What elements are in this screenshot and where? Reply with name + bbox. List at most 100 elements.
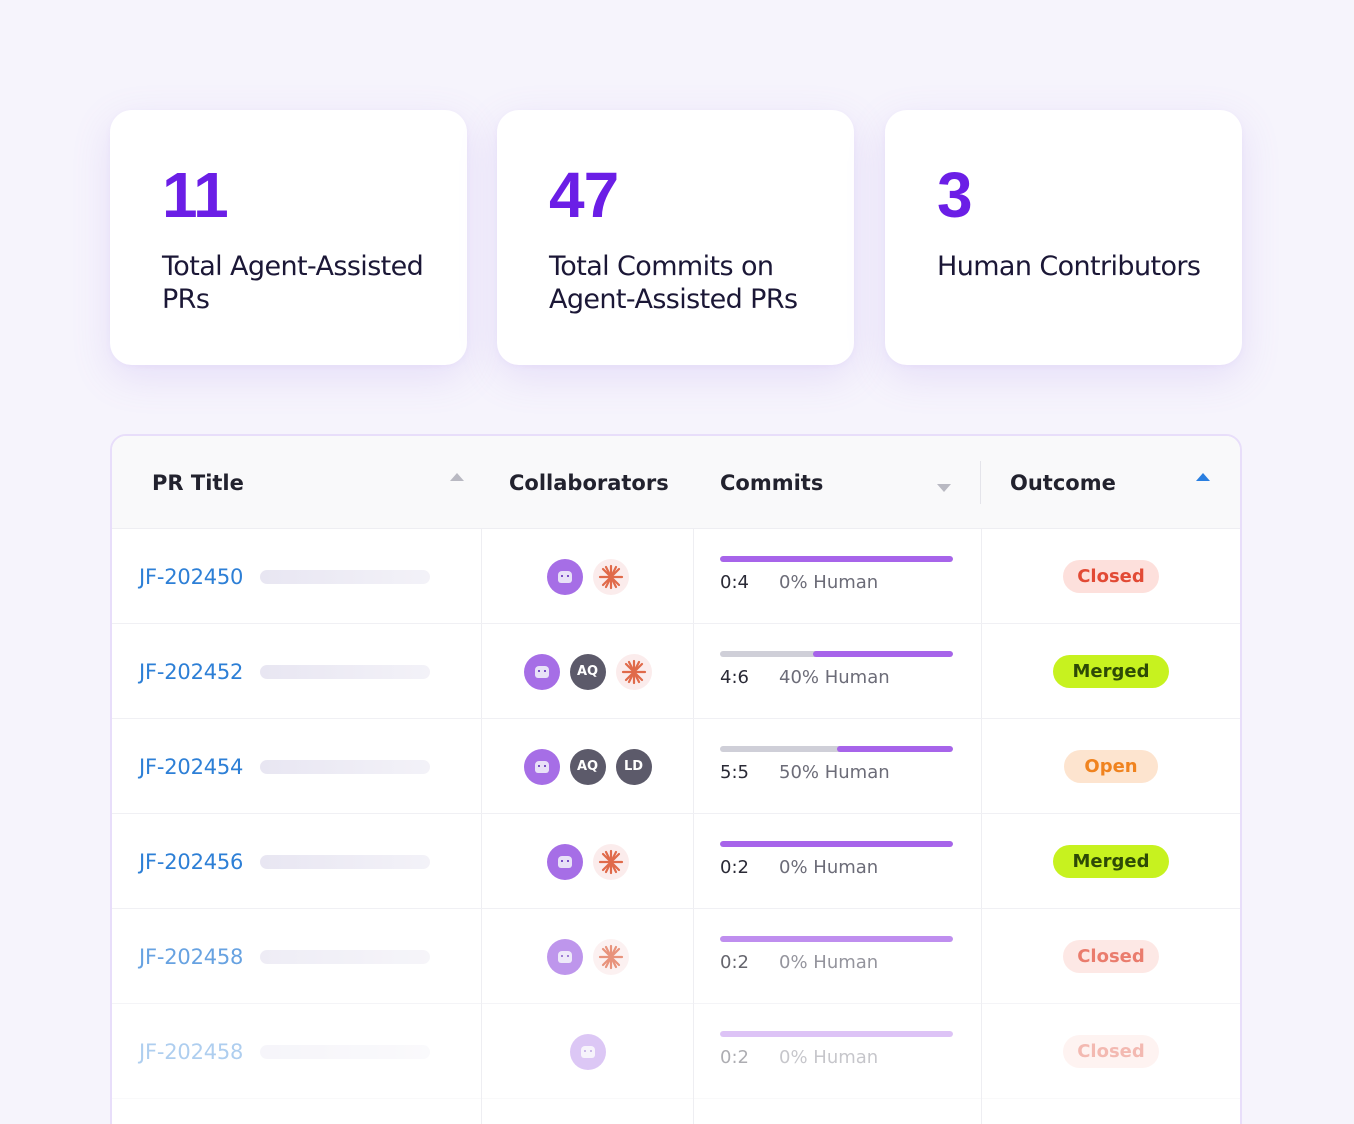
table-row[interactable]: JF-202450 0:4 0% Human Closed: [112, 529, 1240, 624]
commit-ratio-bar: [720, 1031, 953, 1037]
robot-icon: [557, 950, 572, 963]
stat-card-commits: 47 Total Commits on Agent-Assisted PRs: [497, 110, 854, 365]
human-percentage: 0% Human: [779, 572, 879, 593]
stat-value: 47: [549, 159, 619, 231]
column-header-commits[interactable]: Commits: [720, 470, 824, 495]
sparkle-icon[interactable]: [615, 653, 652, 690]
pr-link[interactable]: JF-202458: [139, 1039, 244, 1064]
sort-descending-icon[interactable]: [937, 484, 951, 492]
column-header-outcome[interactable]: Outcome: [1010, 470, 1116, 495]
user-avatar[interactable]: AQ: [569, 748, 606, 785]
commit-ratio-bar: [720, 841, 953, 847]
sort-ascending-active-icon[interactable]: [1196, 473, 1210, 481]
outcome-cell: Closed: [982, 909, 1240, 1004]
human-percentage: 50% Human: [779, 762, 890, 783]
agent-icon[interactable]: [569, 1033, 606, 1070]
commit-ratio: 0:2: [720, 857, 749, 878]
status-badge: Merged: [1052, 655, 1170, 688]
robot-icon: [534, 760, 549, 773]
outcome-cell: Closed: [982, 1004, 1240, 1099]
stat-label: Total Commits on Agent-Assisted PRs: [549, 251, 798, 315]
sparkle-icon[interactable]: [592, 938, 629, 975]
status-badge: Open: [1064, 750, 1158, 783]
robot-icon: [557, 570, 572, 583]
commit-ratio: 0:2: [720, 952, 749, 973]
user-avatar[interactable]: LD: [615, 748, 652, 785]
commit-ratio: 0:2: [720, 1047, 749, 1068]
agent-commits-fill: [720, 936, 953, 942]
table-row[interactable]: JF-202458 0:2 0% Human Closed: [112, 909, 1240, 1004]
outcome-cell: Merged: [982, 814, 1240, 909]
sparkle-glyph: [621, 659, 646, 684]
stat-label: Total Agent-Assisted PRs: [162, 251, 424, 315]
outcome-cell: Closed: [982, 529, 1240, 624]
status-badge: Merged: [1052, 845, 1170, 878]
sparkle-glyph: [598, 849, 623, 874]
sort-ascending-icon[interactable]: [450, 473, 464, 481]
pr-link[interactable]: JF-202450: [139, 564, 244, 589]
agent-icon[interactable]: [523, 748, 560, 785]
outcome-cell: Open: [982, 719, 1240, 814]
status-badge: Closed: [1063, 940, 1159, 973]
pr-table: PR Title Collaborators Commits Outcome J…: [110, 434, 1242, 1124]
title-placeholder: [260, 1045, 430, 1059]
sparkle-icon[interactable]: [592, 843, 629, 880]
robot-icon: [580, 1045, 595, 1058]
agent-commits-fill: [720, 841, 953, 847]
commit-ratio-bar: [720, 746, 953, 752]
sparkle-glyph: [598, 564, 623, 589]
column-divider: [981, 529, 982, 1124]
commit-ratio-bar: [720, 651, 953, 657]
stat-label: Human Contributors: [937, 251, 1201, 282]
agent-commits-fill: [720, 556, 953, 562]
stats-cards: 11 Total Agent-Assisted PRs 47 Total Com…: [110, 110, 1242, 365]
pr-link[interactable]: JF-202452: [139, 659, 244, 684]
human-percentage: 0% Human: [779, 857, 879, 878]
collaborators-cell: [482, 1004, 693, 1099]
agent-commits-fill: [813, 651, 953, 657]
stat-card-contributors: 3 Human Contributors: [885, 110, 1242, 365]
collaborators-cell: [482, 814, 693, 909]
agent-icon[interactable]: [523, 653, 560, 690]
table-row[interactable]: JF-202458 0:2 0% Human Closed: [112, 1004, 1240, 1099]
title-placeholder: [260, 570, 430, 584]
table-row[interactable]: JF-202454 AQ LD 5:5 50% Human Open: [112, 719, 1240, 814]
stat-value: 11: [162, 159, 229, 231]
stat-value: 3: [937, 159, 973, 231]
pr-link[interactable]: JF-202456: [139, 849, 244, 874]
agent-icon[interactable]: [546, 843, 583, 880]
collaborators-cell: AQ LD: [482, 719, 693, 814]
human-percentage: 40% Human: [779, 667, 890, 688]
collaborators-cell: [482, 909, 693, 1004]
sparkle-glyph: [598, 944, 623, 969]
user-avatar[interactable]: AQ: [569, 653, 606, 690]
title-placeholder: [260, 855, 430, 869]
column-header-collaborators: Collaborators: [509, 470, 669, 495]
robot-icon: [557, 855, 572, 868]
table-row[interactable]: JF-202452 AQ 4:6 40% Human Merged: [112, 624, 1240, 719]
header-divider: [980, 461, 981, 504]
column-divider: [693, 529, 694, 1124]
status-badge: Closed: [1063, 1035, 1159, 1068]
title-placeholder: [260, 950, 430, 964]
agent-commits-fill: [720, 1031, 953, 1037]
agent-icon[interactable]: [546, 558, 583, 595]
pr-link[interactable]: JF-202458: [139, 944, 244, 969]
human-percentage: 0% Human: [779, 952, 879, 973]
collaborators-cell: [482, 529, 693, 624]
outcome-cell: Merged: [982, 624, 1240, 719]
collaborators-cell: AQ: [482, 624, 693, 719]
column-divider: [481, 529, 482, 1124]
pr-link[interactable]: JF-202454: [139, 754, 244, 779]
commit-ratio: 0:4: [720, 572, 749, 593]
agent-icon[interactable]: [546, 938, 583, 975]
agent-commits-fill: [836, 746, 953, 752]
stat-card-prs: 11 Total Agent-Assisted PRs: [110, 110, 467, 365]
status-badge: Closed: [1063, 560, 1159, 593]
table-row[interactable]: JF-202456 0:2 0% Human Merged: [112, 814, 1240, 909]
commit-ratio: 4:6: [720, 667, 749, 688]
sparkle-icon[interactable]: [592, 558, 629, 595]
column-header-pr-title[interactable]: PR Title: [152, 470, 244, 495]
robot-icon: [534, 665, 549, 678]
commit-ratio: 5:5: [720, 762, 749, 783]
